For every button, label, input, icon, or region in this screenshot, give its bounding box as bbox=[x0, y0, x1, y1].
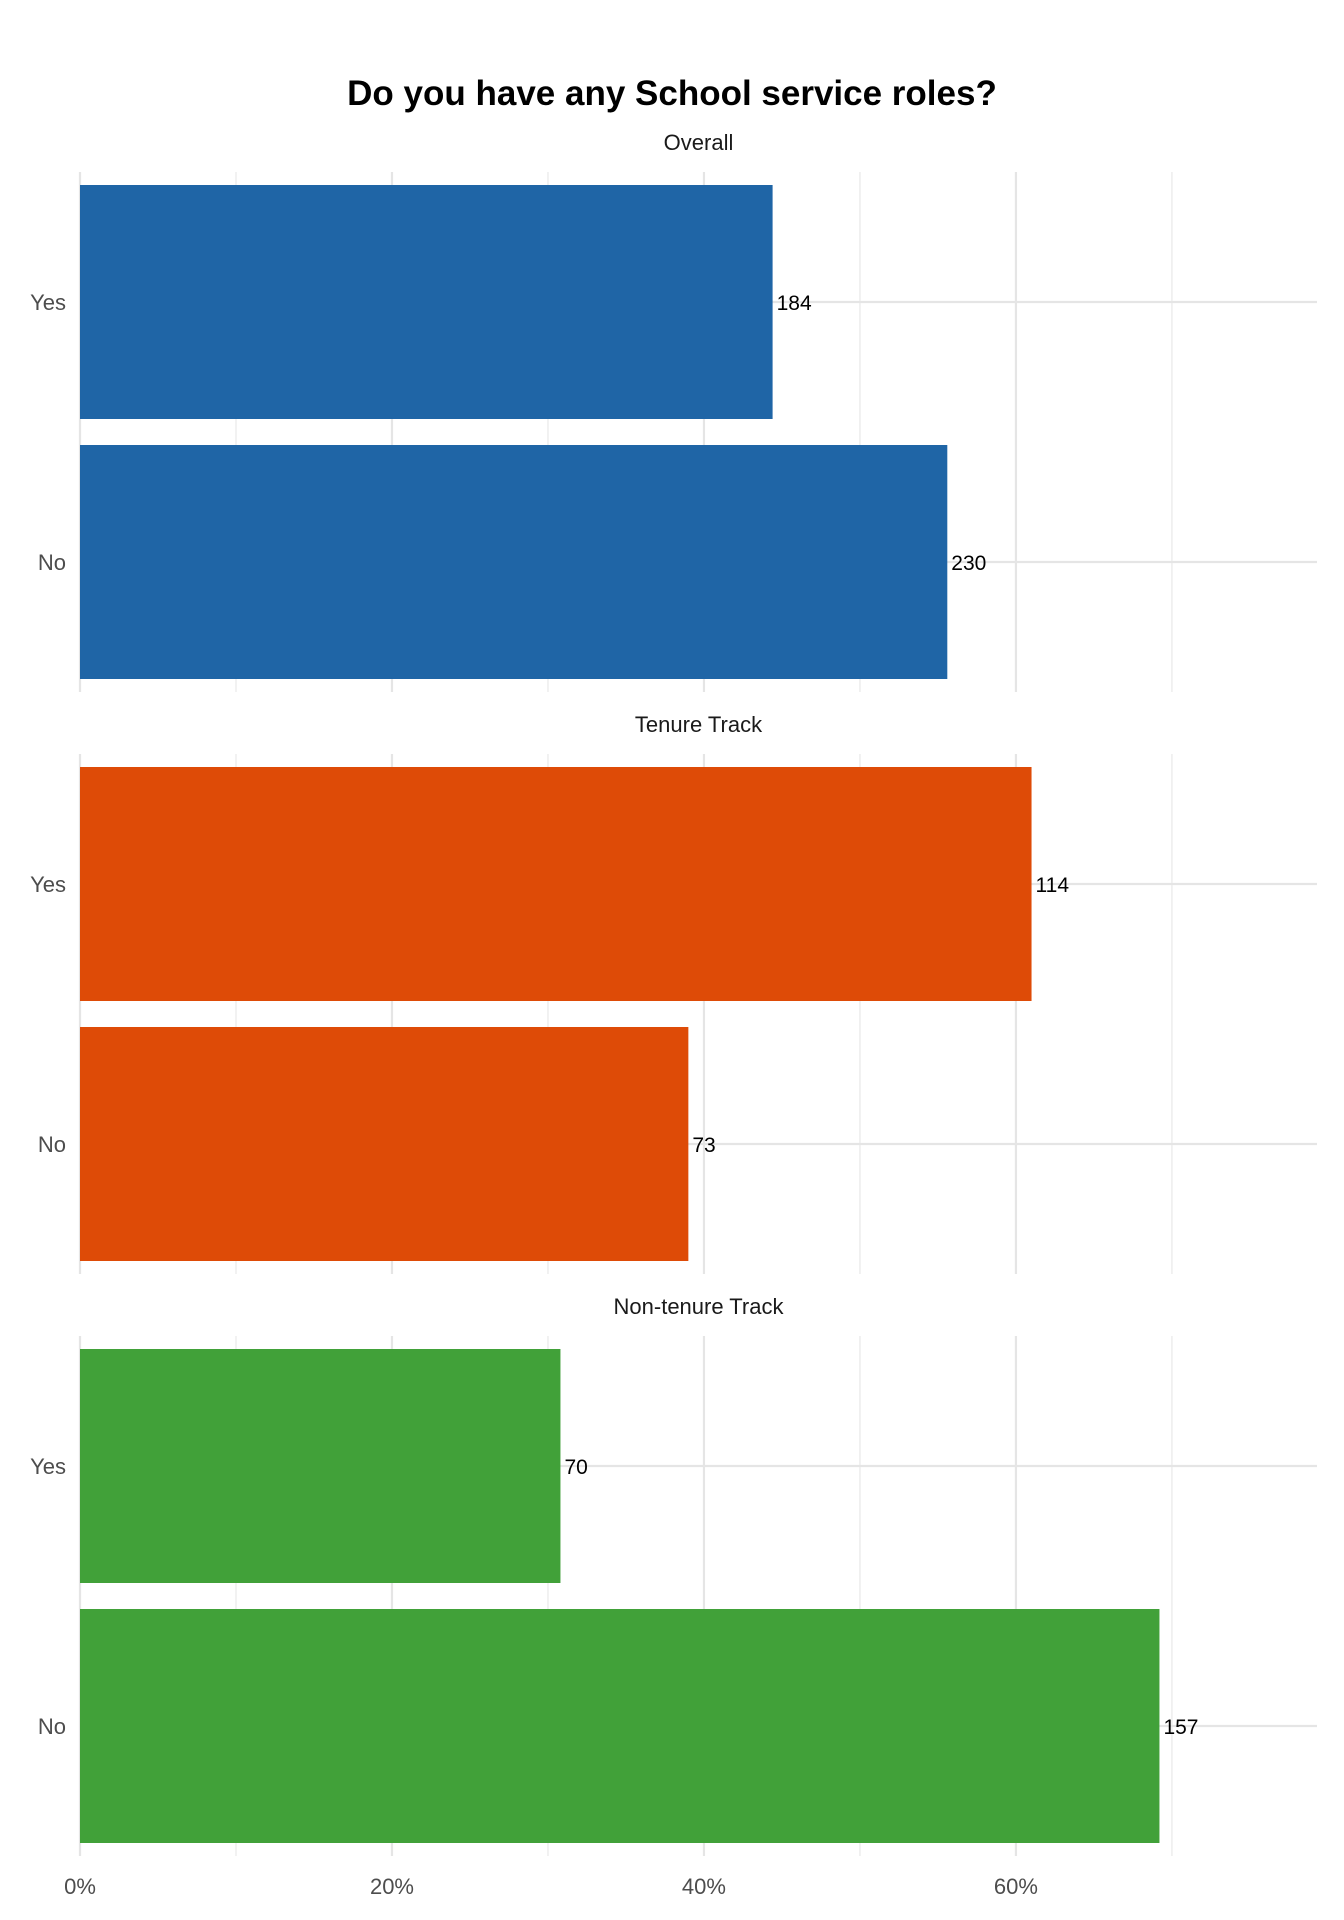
bar bbox=[80, 185, 773, 419]
data-label: 73 bbox=[692, 1134, 715, 1157]
data-label: 230 bbox=[951, 552, 986, 575]
bar bbox=[80, 1609, 1160, 1843]
x-tick-label: 0% bbox=[64, 1874, 96, 1899]
x-tick-label: 60% bbox=[994, 1874, 1038, 1899]
facet-panel: Non-tenure Track 70 Yes 157 No bbox=[30, 1294, 1317, 1856]
category-label: No bbox=[38, 1132, 66, 1157]
data-label: 184 bbox=[777, 292, 812, 315]
facet-title: Overall bbox=[664, 130, 734, 155]
bar bbox=[80, 767, 1032, 1001]
x-tick-label: 20% bbox=[370, 1874, 414, 1899]
category-label: Yes bbox=[30, 290, 66, 315]
facet-panel: Tenure Track 114 Yes 73 No bbox=[30, 712, 1317, 1274]
category-label: No bbox=[38, 550, 66, 575]
facets-layer: Overall 184 Yes 230 No Tenure Track 114 Yes 73 No… bbox=[30, 130, 1317, 1856]
data-label: 114 bbox=[1036, 874, 1070, 897]
data-label: 157 bbox=[1163, 1716, 1198, 1739]
bar bbox=[80, 1027, 689, 1261]
category-label: Yes bbox=[30, 1454, 66, 1479]
facet-title: Non-tenure Track bbox=[614, 1294, 785, 1319]
chart-title: Do you have any School service roles? bbox=[347, 74, 997, 113]
bar bbox=[80, 445, 948, 679]
data-label: 70 bbox=[564, 1456, 587, 1479]
facet-title: Tenure Track bbox=[635, 712, 763, 737]
category-label: Yes bbox=[30, 872, 66, 897]
facet-panel: Overall 184 Yes 230 No bbox=[30, 130, 1317, 692]
bar bbox=[80, 1349, 561, 1583]
category-label: No bbox=[38, 1714, 66, 1739]
x-tick-label: 40% bbox=[682, 1874, 726, 1899]
x-axis: 0% 20% 40% 60% bbox=[64, 1874, 1038, 1899]
